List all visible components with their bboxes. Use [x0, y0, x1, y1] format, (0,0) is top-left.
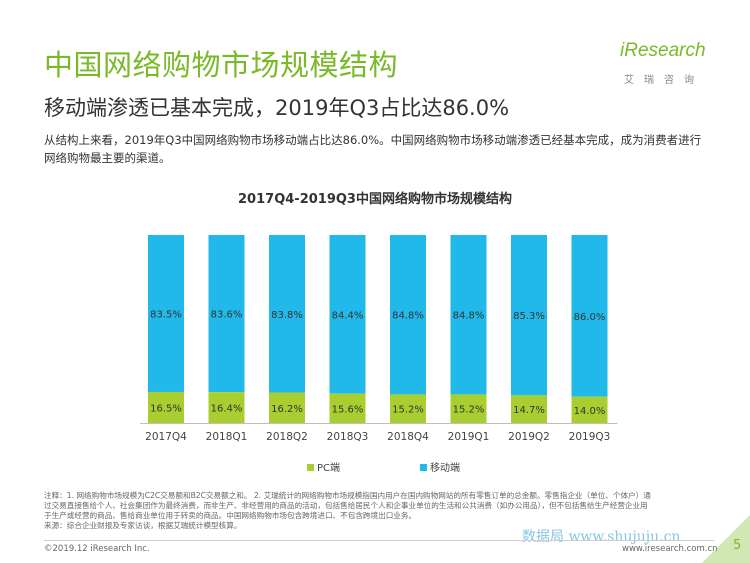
footnote-line: 注释：1. 网络购物市场规模为C2C交易额和B2C交易额之和。 2. 艾瑞统计的…: [44, 491, 651, 500]
footnote-line: 于生产或经营的商品、售给商业单位用于转卖的商品。中国网络购物市场包含跨境进口、不…: [44, 511, 417, 520]
x-tick-label: 2018Q3: [327, 431, 369, 443]
page-number: 5: [733, 538, 742, 553]
logo-text: iResearch: [620, 40, 706, 61]
x-tick-label: 2018Q2: [266, 431, 308, 443]
bar-pc: [450, 394, 487, 423]
bar-pc: [511, 395, 547, 423]
data-label-mobile: 84.8%: [392, 311, 424, 322]
chart-title: 2017Q4-2019Q3中国网络购物市场规模结构: [238, 192, 512, 207]
footer-url[interactable]: www.iresearch.com.cn: [622, 544, 718, 554]
legend-swatch-pc: [307, 464, 314, 471]
copyright: ©2019.12 iResearch Inc.: [44, 544, 150, 554]
footnote-source: 来源：综合企业财报及专家访谈，根据艾瑞统计模型核算。: [44, 521, 242, 530]
bar-pc: [269, 392, 305, 423]
bar-mobile: [208, 235, 245, 393]
x-tick-label: 2018Q1: [206, 431, 248, 443]
footer-divider: [44, 540, 714, 541]
legend-swatch-mobile: [420, 464, 427, 471]
bar-mobile: [269, 235, 305, 393]
x-tick-label: 2019Q2: [508, 431, 550, 443]
bar-pc: [148, 391, 184, 423]
data-label-mobile: 83.5%: [150, 309, 182, 320]
logo-subtext: 艾瑞咨询: [624, 75, 704, 86]
bar-mobile: [511, 235, 547, 396]
bar-pc: [329, 393, 366, 423]
bar-pc: [208, 392, 245, 423]
data-label-pc: 16.4%: [211, 404, 243, 415]
data-label-pc: 16.5%: [150, 403, 182, 414]
x-tick-label: 2019Q3: [569, 431, 611, 443]
page-subtitle: 移动端渗透已基本完成，2019年Q3占比达86.0%: [44, 96, 510, 120]
bar-mobile: [329, 235, 366, 394]
footnote: 注释：1. 网络购物市场规模为C2C交易额和B2C交易额之和。 2. 艾瑞统计的…: [44, 491, 714, 531]
data-label-mobile: 86.0%: [574, 312, 606, 323]
legend-label-mobile: 移动端: [430, 461, 460, 474]
data-label-mobile: 84.8%: [453, 311, 485, 322]
data-label-pc: 15.2%: [453, 405, 485, 416]
x-tick-label: 2018Q4: [387, 431, 429, 443]
legend-label-pc: PC端: [317, 461, 340, 474]
bar-pc: [390, 394, 426, 423]
bar-mobile: [148, 235, 184, 392]
watermark: 数据局 www.shujuju.cn: [522, 529, 681, 545]
data-label-pc: 14.7%: [513, 405, 545, 416]
footnote-line: 过交易直接售给个人、社会集团作为最终消费，而非生产、非经营用的商品的活动，包括售…: [44, 501, 648, 510]
bar-pc: [571, 396, 608, 423]
description: 从结构上来看，2019年Q3中国网络购物市场移动端占比达86.0%。中国网络购物…: [44, 133, 702, 165]
data-label-pc: 16.2%: [271, 404, 303, 415]
data-label-pc: 14.0%: [574, 406, 606, 417]
stacked-bar-chart: 83.5% 16.5% 2017Q4 83.6% 16.4% 2018Q1 83.8% 16.…: [140, 235, 618, 474]
data-label-mobile: 84.4%: [332, 310, 364, 321]
data-label-pc: 15.6%: [332, 404, 364, 415]
iresearch-logo: iResearch 艾瑞咨询: [620, 40, 712, 88]
x-tick-label: 2017Q4: [145, 431, 187, 443]
bar-mobile: [571, 235, 608, 397]
bar-mobile: [450, 235, 487, 395]
corner-decoration: [702, 515, 750, 563]
data-label-mobile: 85.3%: [513, 311, 545, 322]
x-tick-label: 2019Q1: [448, 431, 490, 443]
data-label-pc: 15.2%: [392, 405, 424, 416]
page-title: 中国网络购物市场规模结构: [44, 48, 399, 82]
data-label-mobile: 83.8%: [271, 310, 303, 321]
bar-mobile: [390, 235, 426, 395]
data-label-mobile: 83.6%: [211, 310, 243, 321]
